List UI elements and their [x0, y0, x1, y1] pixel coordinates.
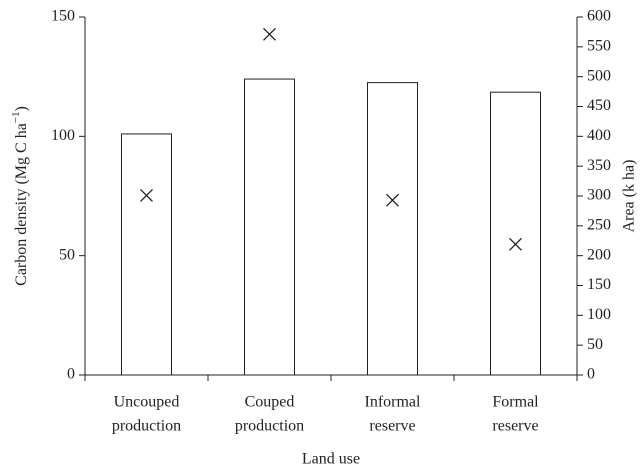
y2-tick-label: 0 — [587, 366, 595, 383]
y2-axis-label: Area (k ha) — [621, 160, 638, 233]
x-marker — [509, 237, 522, 251]
x-tick-label: Uncouped — [114, 394, 180, 411]
y-tick-label: 150 — [51, 8, 75, 25]
y2-tick-label: 450 — [587, 97, 611, 114]
y2-tick-label: 400 — [587, 127, 611, 144]
bar — [490, 91, 541, 376]
x-axis-label: Land use — [302, 451, 360, 468]
y-tick-label: 50 — [59, 246, 75, 263]
bar — [367, 82, 418, 376]
x-marker — [140, 188, 153, 202]
x-tick-label: reserve — [492, 418, 538, 435]
x-tick-label: reserve — [369, 418, 415, 435]
y2-tick-label: 250 — [587, 217, 611, 234]
x-marker — [386, 193, 399, 207]
y2-tick-label: 350 — [587, 157, 611, 174]
y-tick-label: 0 — [67, 366, 75, 383]
x-tick-label: production — [235, 418, 304, 435]
bar — [121, 133, 172, 376]
bar — [244, 78, 295, 376]
x-tick-label: production — [112, 418, 181, 435]
y2-tick-label: 600 — [587, 8, 611, 25]
y-axis-label-text: Carbon density (Mg C ha — [13, 123, 30, 286]
x-tick-label: Informal — [365, 394, 422, 411]
y2-tick-label: 500 — [587, 67, 611, 84]
y-axis-label-sup: −1 — [10, 111, 22, 123]
x-marker — [263, 27, 276, 41]
x-tick-label: Formal — [492, 394, 539, 411]
y2-tick-label: 100 — [587, 306, 611, 323]
x-tick-label: Couped — [245, 394, 295, 411]
y2-tick-label: 550 — [587, 38, 611, 55]
y2-tick-label: 150 — [587, 276, 611, 293]
y-tick-label: 100 — [51, 127, 75, 144]
y-axis-label: Carbon density (Mg C ha−1) — [10, 106, 30, 286]
y2-tick-label: 200 — [587, 246, 611, 263]
y2-tick-label: 50 — [587, 336, 603, 353]
y-axis-label-text: ) — [13, 106, 30, 111]
y2-tick-label: 300 — [587, 187, 611, 204]
